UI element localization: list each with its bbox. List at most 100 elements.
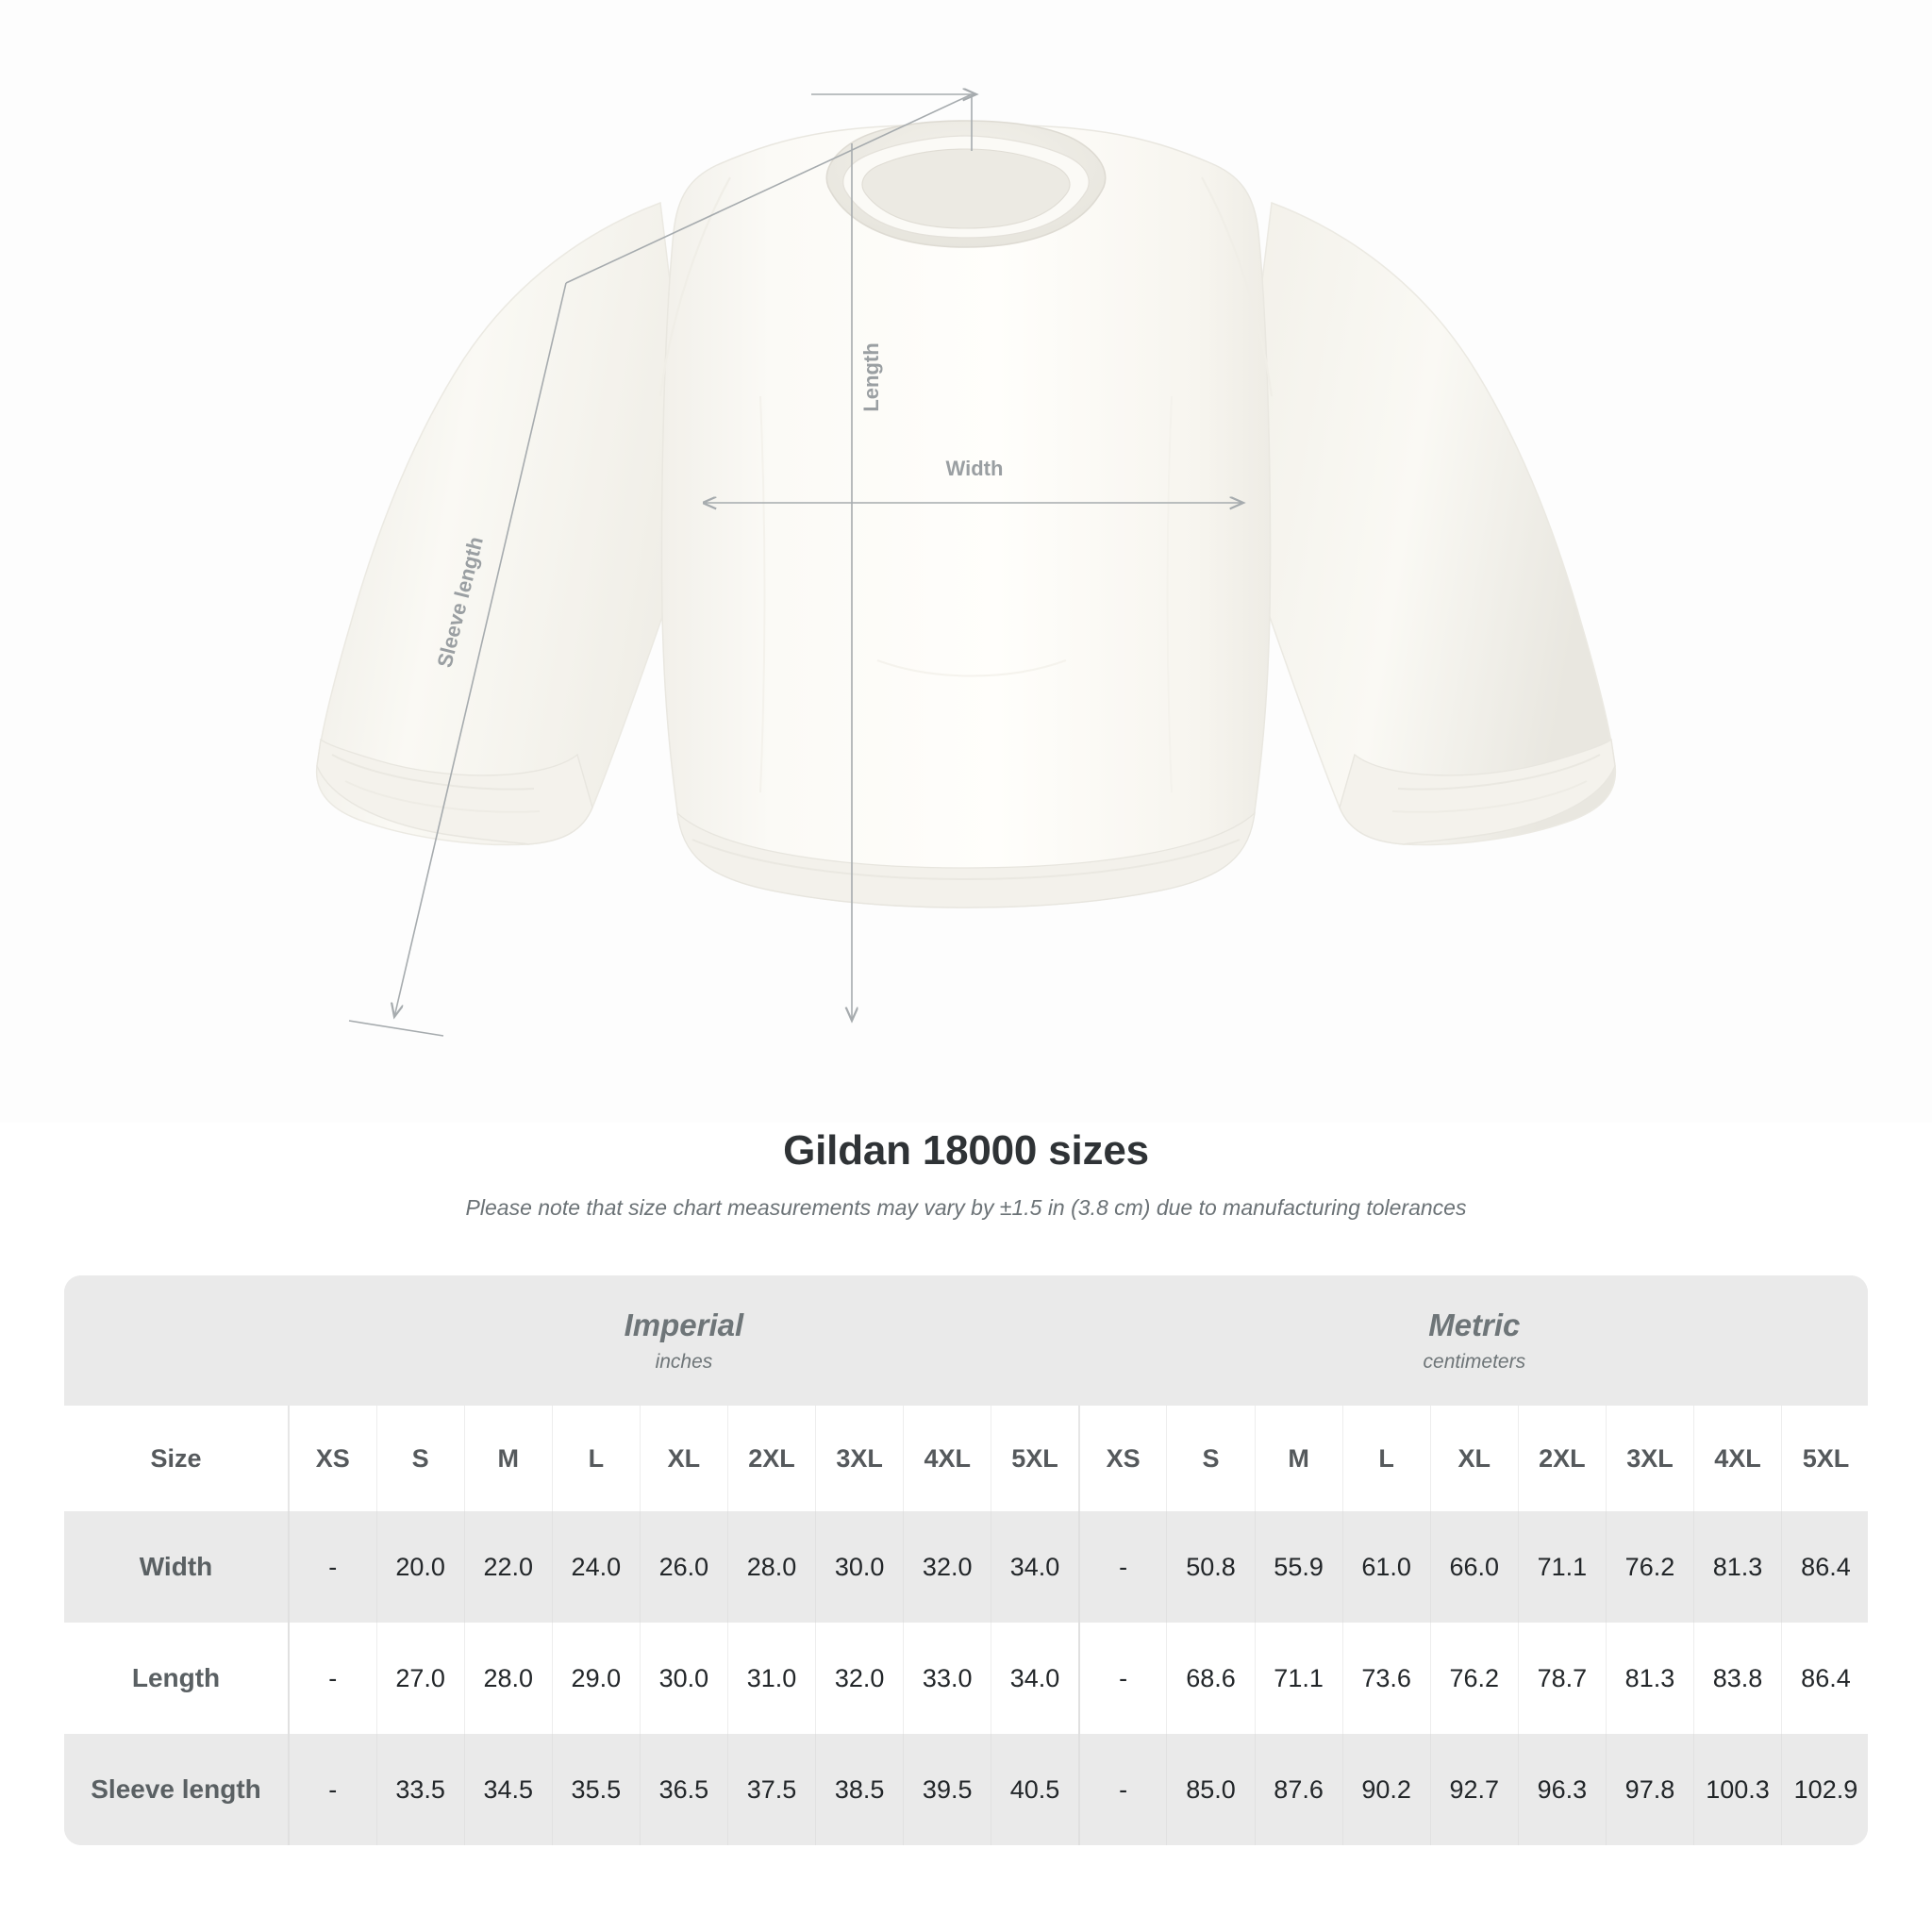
page-title: Gildan 18000 sizes bbox=[783, 1127, 1149, 1174]
row-label-width: Width bbox=[64, 1511, 289, 1623]
imperial-sublabel: inches bbox=[655, 1350, 713, 1373]
size-header-row: Size XS S M L XL 2XL 3XL 4XL 5XL XS S M … bbox=[64, 1406, 1868, 1511]
cell-length-metric-m: 71.1 bbox=[1254, 1623, 1343, 1734]
cell-length-imperial-xl: 30.0 bbox=[639, 1623, 728, 1734]
cell-sleeve-imperial-xl: 36.5 bbox=[639, 1734, 728, 1845]
size-header-imperial-5xl: 5XL bbox=[991, 1406, 1079, 1511]
cell-sleeve-imperial-s: 33.5 bbox=[375, 1734, 465, 1845]
cell-width-metric-2xl: 71.1 bbox=[1517, 1511, 1607, 1623]
metric-sublabel: centimeters bbox=[1423, 1350, 1526, 1373]
unit-header-metric: Metric centimeters bbox=[1078, 1275, 1868, 1406]
cell-length-metric-l: 73.6 bbox=[1341, 1623, 1431, 1734]
table-row: Length - 27.0 28.0 29.0 30.0 31.0 32.0 3… bbox=[64, 1623, 1868, 1734]
imperial-label: Imperial bbox=[624, 1307, 744, 1343]
unit-header-spacer bbox=[64, 1275, 289, 1406]
size-table: Imperial inches Metric centimeters Size … bbox=[64, 1275, 1868, 1845]
cell-length-imperial-m: 28.0 bbox=[463, 1623, 553, 1734]
cell-sleeve-imperial-2xl: 37.5 bbox=[726, 1734, 816, 1845]
size-header-metric-5xl: 5XL bbox=[1781, 1406, 1868, 1511]
measurement-annotations bbox=[348, 93, 1243, 1037]
cell-sleeve-imperial-xs: - bbox=[287, 1734, 377, 1845]
cell-sleeve-metric-5xl: 102.9 bbox=[1781, 1734, 1868, 1845]
cell-sleeve-imperial-3xl: 38.5 bbox=[815, 1734, 904, 1845]
garment-illustration: Length Width Sleeve length bbox=[315, 88, 1617, 1037]
metric-label: Metric bbox=[1428, 1307, 1521, 1343]
cell-width-metric-3xl: 76.2 bbox=[1605, 1511, 1694, 1623]
size-table-container: Imperial inches Metric centimeters Size … bbox=[64, 1275, 1868, 1845]
cell-length-imperial-l: 29.0 bbox=[551, 1623, 641, 1734]
sweatshirt-graphic bbox=[315, 120, 1617, 908]
cell-length-imperial-4xl: 33.0 bbox=[903, 1623, 991, 1734]
cell-sleeve-metric-s: 85.0 bbox=[1166, 1734, 1256, 1845]
cell-width-imperial-l: 24.0 bbox=[551, 1511, 641, 1623]
cell-width-imperial-s: 20.0 bbox=[375, 1511, 465, 1623]
cell-length-imperial-5xl: 34.0 bbox=[991, 1623, 1079, 1734]
cell-width-imperial-5xl: 34.0 bbox=[991, 1511, 1079, 1623]
size-header-metric-xs: XS bbox=[1077, 1406, 1167, 1511]
size-header-metric-l: L bbox=[1341, 1406, 1431, 1511]
size-header-imperial-xs: XS bbox=[287, 1406, 377, 1511]
sleeve-guide-end-tick bbox=[348, 1020, 444, 1037]
sleeve-guide-upper bbox=[565, 93, 973, 284]
size-header-metric-2xl: 2XL bbox=[1517, 1406, 1607, 1511]
cell-width-imperial-xs: - bbox=[287, 1511, 377, 1623]
cell-width-imperial-3xl: 30.0 bbox=[815, 1511, 904, 1623]
size-header-metric-xl: XL bbox=[1429, 1406, 1519, 1511]
cell-sleeve-metric-m: 87.6 bbox=[1254, 1734, 1343, 1845]
cell-width-metric-s: 50.8 bbox=[1166, 1511, 1256, 1623]
cell-length-metric-xs: - bbox=[1077, 1623, 1167, 1734]
cell-length-metric-2xl: 78.7 bbox=[1517, 1623, 1607, 1734]
cell-sleeve-metric-2xl: 96.3 bbox=[1517, 1734, 1607, 1845]
cell-width-imperial-m: 22.0 bbox=[463, 1511, 553, 1623]
cell-sleeve-metric-xl: 92.7 bbox=[1429, 1734, 1519, 1845]
row-label-length: Length bbox=[64, 1623, 289, 1734]
cell-sleeve-imperial-4xl: 39.5 bbox=[903, 1734, 991, 1845]
cell-length-metric-4xl: 83.8 bbox=[1692, 1623, 1782, 1734]
cell-length-imperial-3xl: 32.0 bbox=[815, 1623, 904, 1734]
size-header-imperial-l: L bbox=[551, 1406, 641, 1511]
cell-sleeve-imperial-l: 35.5 bbox=[551, 1734, 641, 1845]
cell-sleeve-imperial-m: 34.5 bbox=[463, 1734, 553, 1845]
cell-length-metric-3xl: 81.3 bbox=[1605, 1623, 1694, 1734]
cell-length-imperial-2xl: 31.0 bbox=[726, 1623, 816, 1734]
size-header-metric-3xl: 3XL bbox=[1605, 1406, 1694, 1511]
size-header-metric-s: S bbox=[1166, 1406, 1256, 1511]
cell-sleeve-metric-l: 90.2 bbox=[1341, 1734, 1431, 1845]
cell-sleeve-metric-4xl: 100.3 bbox=[1692, 1734, 1782, 1845]
length-label: Length bbox=[859, 342, 883, 411]
cell-width-metric-l: 61.0 bbox=[1341, 1511, 1431, 1623]
cell-length-metric-5xl: 86.4 bbox=[1781, 1623, 1868, 1734]
cell-length-imperial-s: 27.0 bbox=[375, 1623, 465, 1734]
size-header-metric-m: M bbox=[1254, 1406, 1343, 1511]
size-header-imperial-3xl: 3XL bbox=[815, 1406, 904, 1511]
sleeve-guide-lower bbox=[394, 282, 567, 1017]
size-header-imperial-xl: XL bbox=[639, 1406, 728, 1511]
size-header-imperial-4xl: 4XL bbox=[903, 1406, 991, 1511]
row-label-sleeve-length: Sleeve length bbox=[64, 1734, 289, 1845]
cell-width-metric-4xl: 81.3 bbox=[1692, 1511, 1782, 1623]
width-label: Width bbox=[946, 457, 1004, 480]
cell-width-metric-xs: - bbox=[1077, 1511, 1167, 1623]
cell-length-imperial-xs: - bbox=[287, 1623, 377, 1734]
title-block: Gildan 18000 sizes Please note that size… bbox=[0, 1127, 1932, 1221]
cell-width-metric-m: 55.9 bbox=[1254, 1511, 1343, 1623]
size-header-imperial-m: M bbox=[463, 1406, 553, 1511]
unit-header-imperial: Imperial inches bbox=[289, 1275, 1079, 1406]
table-row: Width - 20.0 22.0 24.0 26.0 28.0 30.0 32… bbox=[64, 1511, 1868, 1623]
cell-sleeve-metric-xs: - bbox=[1077, 1734, 1167, 1845]
unit-header-row: Imperial inches Metric centimeters bbox=[64, 1275, 1868, 1406]
tolerance-note: Please note that size chart measurements… bbox=[465, 1195, 1467, 1220]
table-row: Sleeve length - 33.5 34.5 35.5 36.5 37.5… bbox=[64, 1734, 1868, 1845]
cell-width-metric-5xl: 86.4 bbox=[1781, 1511, 1868, 1623]
cell-width-imperial-4xl: 32.0 bbox=[903, 1511, 991, 1623]
size-header-label: Size bbox=[64, 1406, 289, 1511]
cell-width-metric-xl: 66.0 bbox=[1429, 1511, 1519, 1623]
cell-length-metric-s: 68.6 bbox=[1166, 1623, 1256, 1734]
size-header-metric-4xl: 4XL bbox=[1692, 1406, 1782, 1511]
cell-width-imperial-xl: 26.0 bbox=[639, 1511, 728, 1623]
cell-sleeve-imperial-5xl: 40.5 bbox=[991, 1734, 1079, 1845]
cell-length-metric-xl: 76.2 bbox=[1429, 1623, 1519, 1734]
cell-sleeve-metric-3xl: 97.8 bbox=[1605, 1734, 1694, 1845]
cell-width-imperial-2xl: 28.0 bbox=[726, 1511, 816, 1623]
